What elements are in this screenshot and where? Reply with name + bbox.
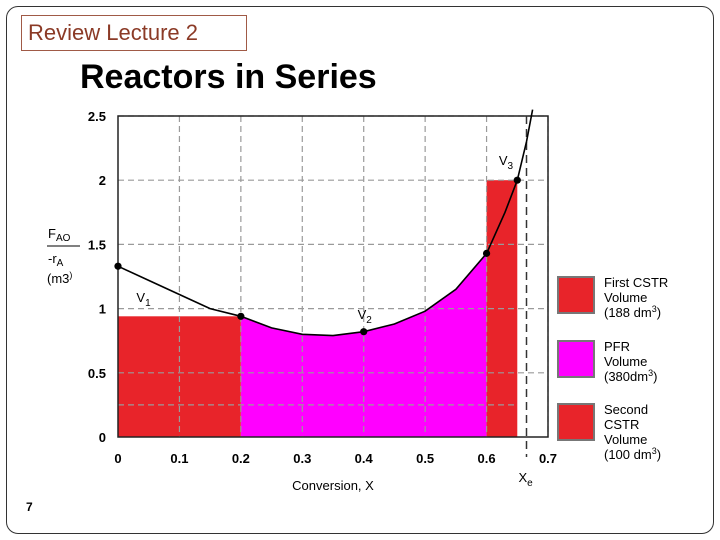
page-title: Reactors in Series [80, 58, 377, 96]
rate-curve-layer [114, 109, 534, 337]
volume-point-label: V3 [499, 153, 514, 172]
legend-text: First CSTR [604, 275, 668, 290]
x-tick-label: 0.5 [416, 451, 434, 466]
slide-frame [6, 6, 714, 534]
x-tick-label: 0.7 [539, 451, 557, 466]
y-tick-label: 0.5 [88, 366, 106, 381]
x-tick-label: 0.4 [355, 451, 374, 466]
legend-text: Volume [604, 354, 647, 369]
page-number: 7 [26, 500, 33, 514]
y-tick-label: 1 [99, 302, 106, 317]
y-tick-label: 0 [99, 430, 106, 445]
equilibrium-label: Xe [519, 470, 534, 489]
labels-layer: V1 V2 V3 [136, 153, 513, 326]
y-axis-label-line: FAO [48, 226, 71, 244]
y-tick-label: 2 [99, 173, 106, 188]
reactor-regions [118, 180, 518, 437]
x-tick-label: 0.2 [232, 451, 250, 466]
axes: 0 0.1 0.2 0.3 0.4 0.5 0.6 0.7 0 0.5 1 1.5 2 2.5 Xe Conv… [47, 109, 557, 493]
legend-text: Volume [604, 290, 647, 305]
legend-text: (100 dm3) [604, 446, 661, 462]
plot-border [117, 115, 549, 438]
legend-text: (380dm3) [604, 368, 657, 384]
volume-point-label: V1 [136, 290, 151, 309]
y-tick-label: 2.5 [88, 109, 106, 124]
x-axis-label: Conversion, X [292, 478, 374, 493]
operating-point [237, 312, 245, 320]
y-axis-label-line: -rA [48, 251, 64, 269]
legend-swatch [557, 340, 595, 378]
lecture-tag: Review Lecture 2 [21, 15, 247, 51]
legend-text: PFR [604, 339, 630, 354]
legend-text: (188 dm3) [604, 304, 661, 320]
legend-text: CSTR [604, 417, 639, 432]
x-tick-label: 0.1 [170, 451, 188, 466]
legend-swatch [557, 403, 595, 441]
legend-swatch [557, 276, 595, 314]
legend-text: Second [604, 402, 648, 417]
x-tick-label: 0.3 [293, 451, 311, 466]
x-tick-label: 0 [114, 451, 121, 466]
operating-point [360, 328, 368, 336]
operating-point [114, 262, 122, 270]
operating-point [513, 176, 521, 184]
x-tick-label: 0.6 [478, 451, 496, 466]
y-tick-label: 1.5 [88, 237, 106, 252]
legend-text: Volume [604, 432, 647, 447]
volume-point-label: V2 [358, 307, 373, 326]
y-axis-label-line: (m3) [47, 270, 72, 286]
operating-point [482, 249, 491, 257]
